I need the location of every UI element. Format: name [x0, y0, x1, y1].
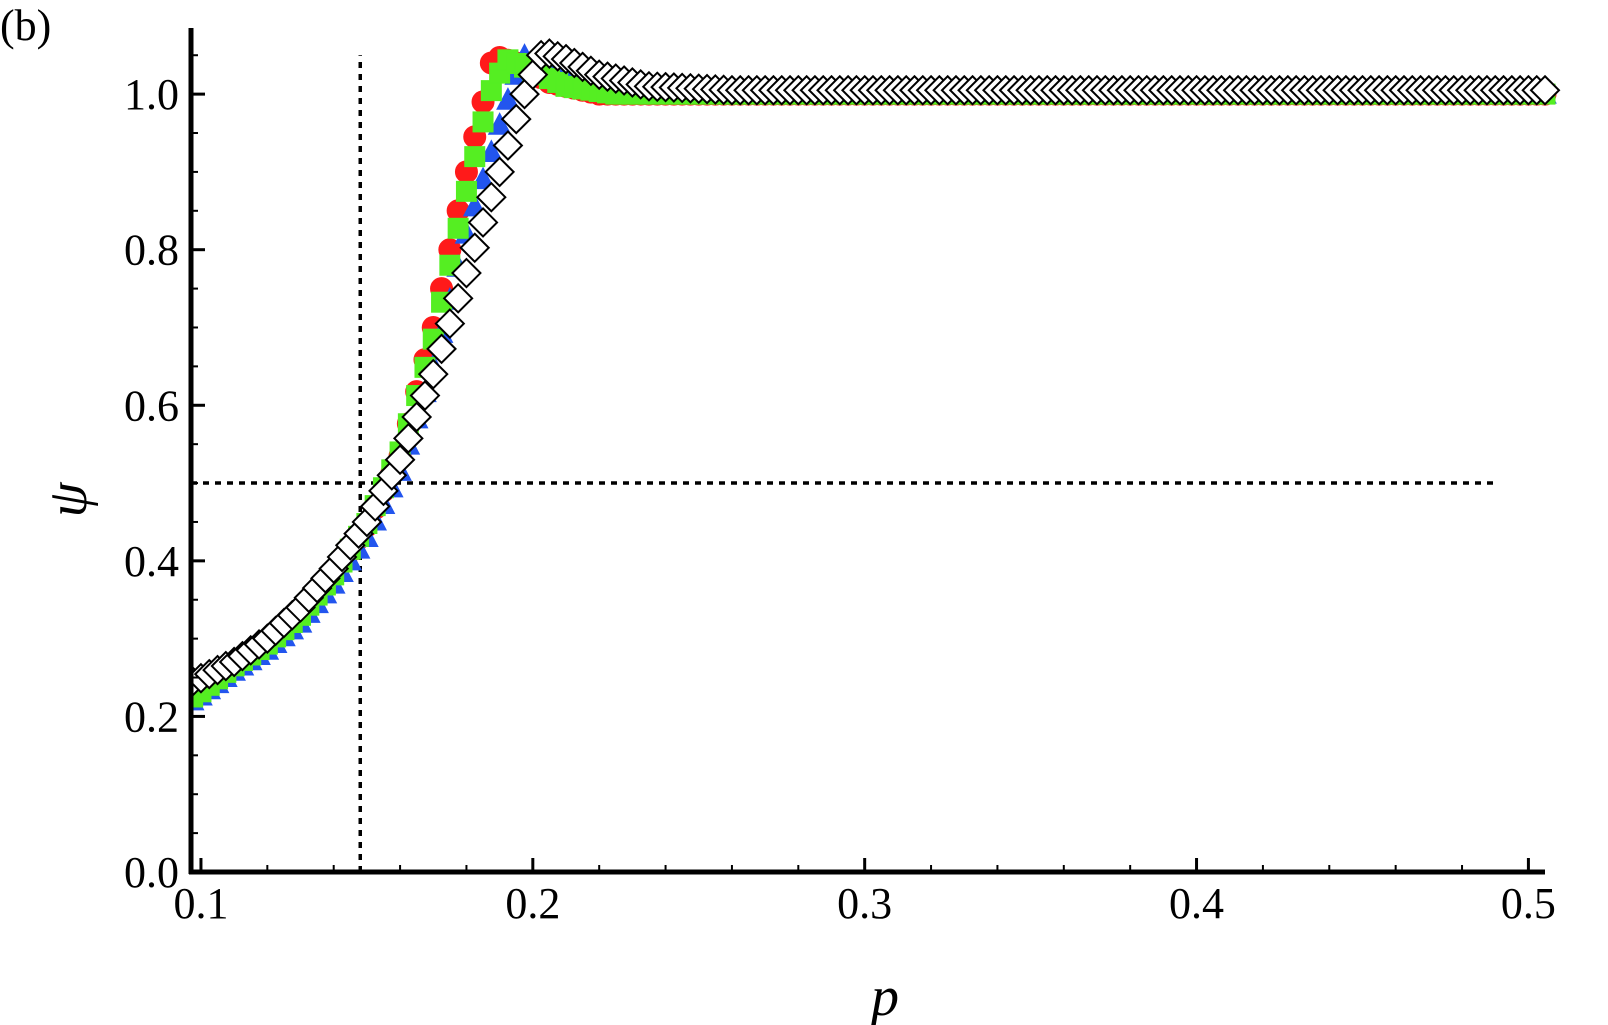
data-point — [434, 308, 466, 340]
x-tick-label: 0.1 — [173, 879, 228, 928]
series-circle — [191, 45, 1557, 709]
data-point — [401, 401, 433, 433]
series-layer — [191, 38, 1561, 711]
data-point — [447, 217, 469, 239]
data-point — [487, 112, 512, 135]
series-square — [191, 49, 1556, 708]
data-point — [442, 282, 474, 314]
data-point — [409, 380, 441, 411]
series-diamond — [191, 38, 1561, 697]
data-point — [426, 333, 457, 365]
data-point — [1529, 74, 1561, 106]
y-axis-label: ψ — [37, 481, 99, 517]
data-point — [451, 257, 482, 289]
data-point — [480, 80, 502, 102]
y-tick-label: 0.8 — [124, 226, 179, 275]
data-point — [467, 207, 499, 238]
reference-lines — [191, 55, 1496, 872]
data-point — [484, 156, 516, 188]
x-axis-label: p — [867, 966, 899, 1025]
data-point — [417, 358, 449, 390]
data-point — [472, 111, 494, 133]
data-point — [500, 103, 532, 135]
data-point — [479, 139, 504, 162]
panel-label: (b) — [0, 1, 51, 50]
y-tick-label: 0.2 — [124, 692, 179, 741]
y-tick-label: 1.0 — [124, 70, 179, 119]
y-tick-label: 0.4 — [124, 537, 179, 586]
y-tick-label: 0.0 — [124, 848, 179, 897]
y-tick-label: 0.6 — [124, 381, 179, 430]
data-point — [464, 146, 486, 168]
data-point — [392, 422, 424, 454]
x-tick-label: 0.3 — [837, 879, 892, 928]
data-point — [384, 444, 416, 476]
x-tick-label: 0.5 — [1501, 879, 1556, 928]
x-tick-label: 0.2 — [505, 879, 560, 928]
data-point — [459, 232, 491, 264]
data-point — [471, 166, 495, 190]
data-point — [475, 181, 507, 213]
axes: 0.1 0.2 0.3 0.4 0.5 0.0 0.2 0.4 0.6 0.8 1.0 — [124, 28, 1556, 928]
data-point — [492, 130, 524, 161]
series-triangle — [191, 43, 1557, 711]
data-point — [455, 180, 477, 202]
x-tick-label: 0.4 — [1169, 879, 1224, 928]
data-point — [496, 87, 520, 110]
